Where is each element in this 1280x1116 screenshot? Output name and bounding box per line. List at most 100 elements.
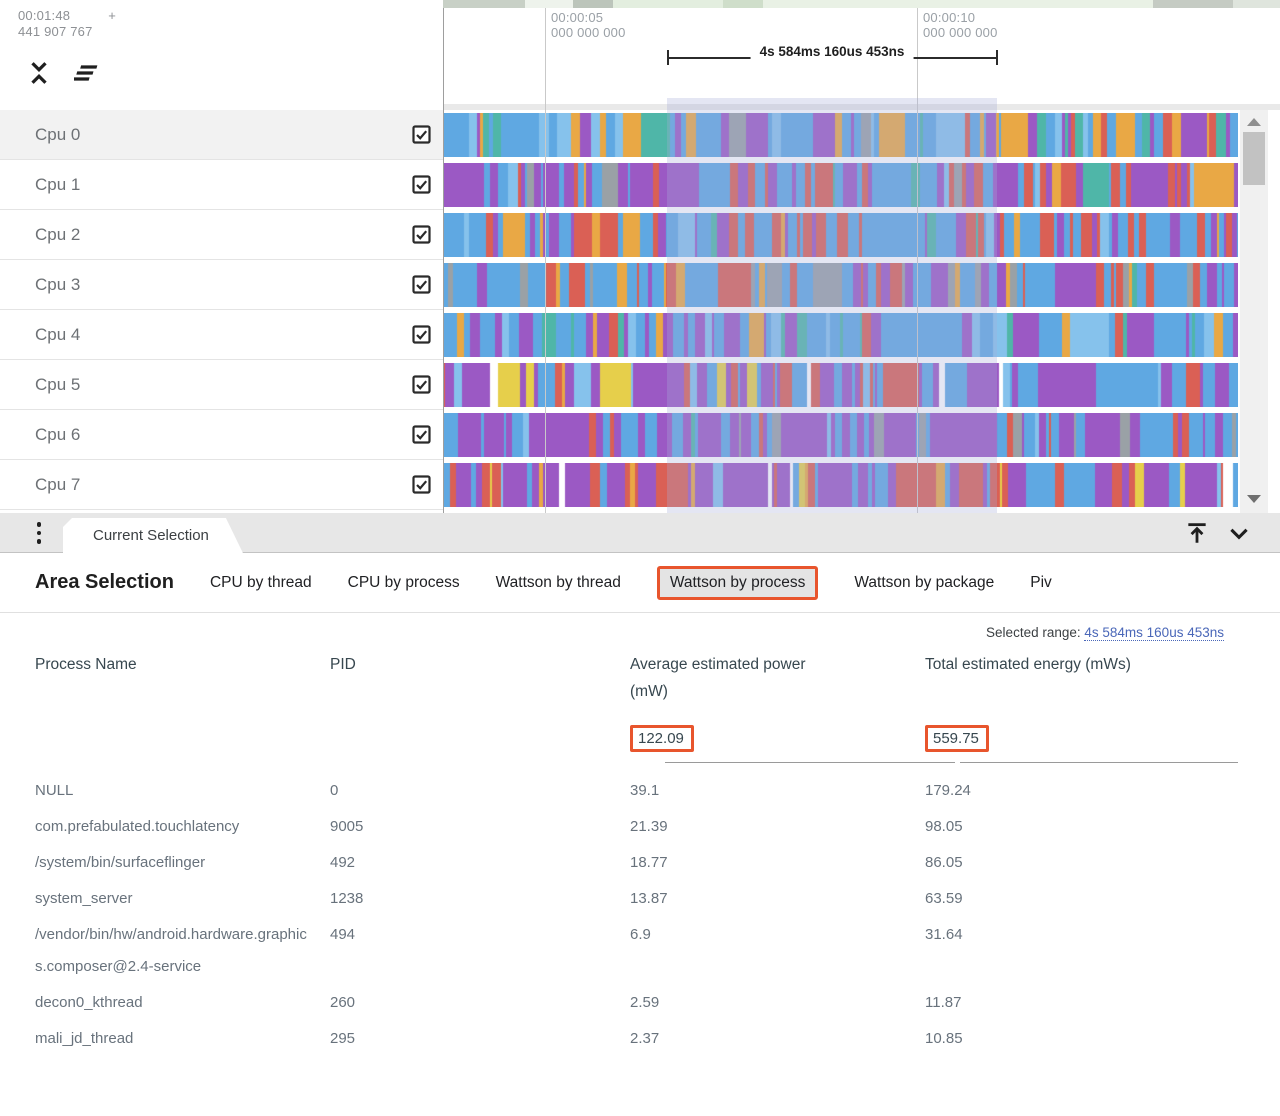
cpu-slices-canvas[interactable]: [443, 363, 1238, 407]
track-checkbox[interactable]: [412, 125, 431, 144]
track-name-label: Cpu 2: [35, 224, 81, 244]
track-label-panel[interactable]: Cpu 7: [0, 460, 443, 510]
cpu-slices-track[interactable]: [443, 360, 1238, 410]
tracks-scrollbar[interactable]: [1240, 110, 1268, 513]
track-checkbox[interactable]: [412, 225, 431, 244]
track-row: Cpu 6: [0, 410, 1238, 460]
tab-wattson-by-thread[interactable]: Wattson by thread: [495, 573, 621, 591]
cpu-slices-track[interactable]: [443, 260, 1238, 310]
column-header-pid: PID: [330, 656, 356, 673]
table-totals-row: 122.09 559.75: [35, 725, 1230, 752]
minimap-segment: [573, 0, 613, 8]
column-header-total-energy: Total estimated energy (mWs): [925, 656, 1131, 673]
header-divider-strip: [443, 104, 1280, 110]
details-panel: Area Selection CPU by thread CPU by proce…: [0, 553, 1280, 1116]
cell-pid: 260: [330, 994, 356, 1011]
track-checkbox[interactable]: [412, 175, 431, 194]
scrollbar-thumb[interactable]: [1243, 132, 1265, 185]
cell-energy: 31.64: [925, 926, 963, 943]
table-header-row: Process Name PID Average estimated power…: [35, 651, 1230, 705]
column-header-avg-power: Average estimated power (mW): [630, 656, 806, 700]
track-name-label: Cpu 4: [35, 324, 81, 344]
tab-wattson-by-package[interactable]: Wattson by package: [854, 573, 995, 591]
cell-name: decon0_kthread: [35, 994, 143, 1011]
scroll-down-arrow-icon[interactable]: [1247, 495, 1261, 503]
cpu-slices-track[interactable]: [443, 160, 1238, 210]
track-checkbox[interactable]: [412, 375, 431, 394]
sort-tracks-icon[interactable]: [74, 60, 100, 86]
table-row[interactable]: decon0_kthread 260 2.59 11.87: [35, 985, 1238, 1021]
range-duration-label: 4s 584ms 160us 453ns: [750, 44, 914, 59]
annotation-box-energy: 559.75: [925, 725, 989, 752]
tab-current-selection[interactable]: Current Selection: [63, 518, 243, 553]
dock-to-top-icon[interactable]: [1184, 520, 1210, 546]
track-name-label: Cpu 5: [35, 374, 81, 394]
panel-title: Area Selection: [35, 571, 174, 593]
collapse-tracks-icon[interactable]: [26, 60, 52, 86]
tab-piv[interactable]: Piv: [1030, 573, 1052, 591]
table-row[interactable]: /vendor/bin/hw/android.hardware.graphics…: [35, 917, 1238, 985]
track-name-label: Cpu 0: [35, 124, 81, 144]
minimap-segment: [723, 0, 763, 8]
table-row[interactable]: NULL 0 39.1 179.24: [35, 773, 1238, 809]
track-label-panel[interactable]: Cpu 0: [0, 110, 443, 160]
cell-energy: 179.24: [925, 782, 971, 799]
selected-range: Selected range: 4s 584ms 160us 453ns: [986, 625, 1224, 641]
collapse-panel-chevron-icon[interactable]: [1226, 520, 1252, 546]
cell-energy: 86.05: [925, 854, 963, 871]
total-energy-value: 559.75: [933, 730, 979, 747]
totals-underline: [665, 762, 955, 763]
table-row[interactable]: system_server 1238 13.87 63.59: [35, 881, 1238, 917]
track-label-panel[interactable]: Cpu 2: [0, 210, 443, 260]
cpu-slices-canvas[interactable]: [443, 413, 1238, 457]
track-label-panel[interactable]: Cpu 6: [0, 410, 443, 460]
cell-pid: 494: [330, 926, 356, 943]
ruler-gridline: [443, 8, 444, 513]
cpu-slices-canvas[interactable]: [443, 263, 1238, 307]
track-label-panel[interactable]: Cpu 4: [0, 310, 443, 360]
cell-power: 2.59: [630, 994, 660, 1011]
cpu-slices-track[interactable]: [443, 210, 1238, 260]
track-checkbox[interactable]: [412, 325, 431, 344]
trace-minimap[interactable]: [443, 0, 1280, 8]
cpu-slices-track[interactable]: [443, 460, 1238, 510]
cpu-slices-canvas[interactable]: [443, 163, 1238, 207]
cpu-slices-track[interactable]: [443, 410, 1238, 460]
cpu-slices-canvas[interactable]: [443, 313, 1238, 357]
cpu-slices-track[interactable]: [443, 310, 1238, 360]
track-checkbox[interactable]: [412, 475, 431, 494]
track-name-label: Cpu 3: [35, 274, 81, 294]
annotation-box-power: 122.09: [630, 725, 694, 752]
totals-underline: [960, 762, 1238, 763]
tab-menu-kebab-icon[interactable]: [30, 520, 48, 546]
cpu-slices-canvas[interactable]: [443, 113, 1238, 157]
cpu-slices-canvas[interactable]: [443, 213, 1238, 257]
track-label-panel[interactable]: Cpu 3: [0, 260, 443, 310]
track-row: Cpu 0: [0, 110, 1238, 160]
details-tab-bar: Current Selection: [0, 513, 1280, 553]
tab-wattson-by-process[interactable]: Wattson by process: [656, 565, 819, 600]
track-checkbox[interactable]: [412, 275, 431, 294]
total-power-value: 122.09: [638, 730, 684, 747]
cell-name: mali_jd_thread: [35, 1030, 134, 1047]
tab-cpu-by-thread[interactable]: CPU by thread: [209, 573, 312, 591]
scroll-up-arrow-icon[interactable]: [1247, 118, 1261, 126]
cpu-slices-track[interactable]: [443, 110, 1238, 160]
minimap-segment: [525, 0, 573, 8]
track-label-panel[interactable]: Cpu 5: [0, 360, 443, 410]
selected-range-value-link[interactable]: 4s 584ms 160us 453ns: [1084, 625, 1224, 641]
cursor-timestamp: 00:01:48 + 441 907 767: [18, 8, 116, 40]
table-row[interactable]: com.prefabulated.touchlatency 9005 21.39 98…: [35, 809, 1238, 845]
ruler-gridline: [917, 8, 918, 513]
table-row[interactable]: /system/bin/surfaceflinger 492 18.77 86.05: [35, 845, 1238, 881]
track-checkbox[interactable]: [412, 425, 431, 444]
cpu-slices-canvas[interactable]: [443, 463, 1238, 507]
minimap-segment: [1153, 0, 1233, 8]
table-row[interactable]: mali_jd_thread 295 2.37 10.85: [35, 1021, 1238, 1057]
minimap-segment: [763, 0, 1153, 8]
track-name-label: Cpu 6: [35, 424, 81, 444]
cell-name: /system/bin/surfaceflinger: [35, 854, 206, 871]
selected-range-label: Selected range:: [986, 625, 1081, 640]
tab-cpu-by-process[interactable]: CPU by process: [347, 573, 460, 591]
track-label-panel[interactable]: Cpu 1: [0, 160, 443, 210]
